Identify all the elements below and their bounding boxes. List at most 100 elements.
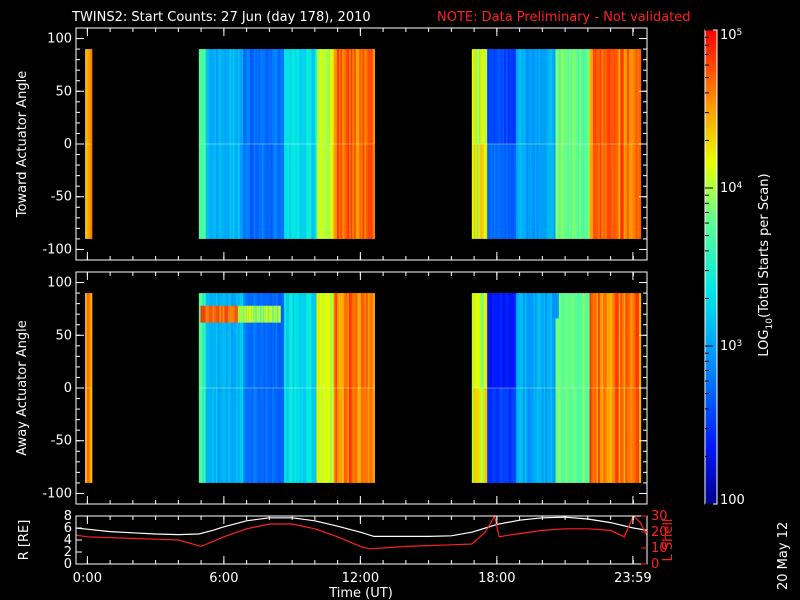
heatmap-cell <box>335 388 338 483</box>
heatmap-cell <box>507 388 510 483</box>
heatmap-cell <box>534 293 538 388</box>
left-tick-label: 2 <box>64 545 72 560</box>
heatmap-cell <box>290 293 294 388</box>
heatmap-cell <box>517 388 521 483</box>
heatmap-cell <box>628 293 631 388</box>
heatmap-cell <box>90 293 93 388</box>
heatmap-cell <box>273 305 277 323</box>
heatmap-cell <box>574 49 577 144</box>
heatmap-cell <box>279 293 282 388</box>
heatmap-cell <box>270 49 273 144</box>
heatmap-cell <box>239 388 242 483</box>
heatmap-cell <box>263 293 266 388</box>
heatmap-cell <box>304 293 307 388</box>
heatmap-cell <box>301 388 304 483</box>
heatmap-cell <box>616 388 619 483</box>
heatmap-cell <box>495 388 498 483</box>
heatmap-cell <box>238 388 241 483</box>
heatmap-cell <box>562 293 565 388</box>
heatmap-cell <box>476 388 480 483</box>
heatmap-cell <box>562 144 565 239</box>
heatmap-cell <box>306 388 309 483</box>
heatmap-cell <box>567 388 570 483</box>
heatmap-cell <box>553 293 556 388</box>
heatmap-cell <box>487 49 490 144</box>
heatmap-cell <box>251 293 254 388</box>
heatmap-cell <box>519 49 522 144</box>
heatmap-cell <box>586 49 589 144</box>
heatmap-cell <box>555 144 558 239</box>
heatmap-cell <box>635 293 638 388</box>
heatmap-cell <box>621 388 625 483</box>
heatmap-cell <box>598 49 601 144</box>
heatmap-cell <box>323 49 326 144</box>
y-tick-label: 50 <box>55 328 72 343</box>
heatmap-cell <box>290 388 294 483</box>
heatmap-cell <box>495 293 498 388</box>
heatmap-cell <box>620 49 623 144</box>
heatmap-cell <box>355 293 358 388</box>
heatmap-cell <box>521 144 524 239</box>
date-stamp: 20 May 12 <box>776 522 791 590</box>
heatmap-cell <box>611 388 614 483</box>
heatmap-cell <box>613 388 616 483</box>
heatmap-cell <box>313 388 316 483</box>
heatmap-cell <box>251 49 254 144</box>
y-tick-label: -50 <box>51 190 72 205</box>
heatmap-cell <box>229 293 232 388</box>
heatmap-cell <box>198 144 201 239</box>
heatmap-cell <box>545 388 548 483</box>
heatmap-cell <box>268 144 271 239</box>
heatmap-cell <box>234 293 237 388</box>
orbit-left-label: R [RE] <box>17 520 32 561</box>
heatmap-cell <box>306 144 309 239</box>
heatmap-cell <box>591 49 594 144</box>
heatmap-cell <box>589 144 592 239</box>
heatmap-cell <box>492 49 495 144</box>
heatmap-cell <box>637 388 640 483</box>
away-y-axis: 100 50 0 -50 -100 <box>42 276 647 501</box>
heatmap-cell <box>488 144 492 239</box>
heatmap-cell <box>548 293 551 388</box>
heatmap-cell <box>207 144 210 239</box>
heatmap-cell <box>244 144 248 239</box>
heatmap-cell <box>314 49 317 144</box>
heatmap-cell <box>519 388 522 483</box>
heatmap-cell <box>318 49 321 144</box>
heatmap-cell <box>512 49 515 144</box>
heatmap-cell <box>198 293 201 388</box>
heatmap-cell <box>221 49 224 144</box>
heatmap-cell <box>541 293 544 388</box>
heatmap-cell <box>292 144 295 239</box>
heatmap-cell <box>270 144 273 239</box>
heatmap-cell <box>311 49 314 144</box>
heatmap-cell <box>221 388 224 483</box>
heatmap-cell <box>623 144 626 239</box>
colorbar-label-log: LOG <box>757 330 772 357</box>
heatmap-cell <box>227 293 230 388</box>
heatmap-cell <box>523 388 526 483</box>
heatmap-cell <box>88 144 91 239</box>
x-tick-label: 0:00 <box>73 571 102 586</box>
heatmap-cell <box>608 49 611 144</box>
heatmap-cell <box>604 388 608 483</box>
heatmap-cell <box>202 305 205 323</box>
heatmap-cell <box>516 49 519 144</box>
heatmap-cell <box>490 49 493 144</box>
heatmap-cell <box>246 305 249 323</box>
heatmap-cell <box>531 388 534 483</box>
heatmap-cell <box>331 144 335 239</box>
heatmap-cell <box>202 293 205 388</box>
heatmap-cell <box>309 388 312 483</box>
heatmap-cell <box>219 49 222 144</box>
heatmap-cell <box>586 388 589 483</box>
heatmap-cell <box>88 293 91 388</box>
heatmap-cell <box>261 305 265 323</box>
heatmap-cell <box>371 144 374 239</box>
heatmap-cell <box>302 388 306 483</box>
heatmap-cell <box>528 293 531 388</box>
heatmap-cell <box>319 144 323 239</box>
heatmap-cell <box>265 293 268 388</box>
heatmap-cell <box>311 293 314 388</box>
